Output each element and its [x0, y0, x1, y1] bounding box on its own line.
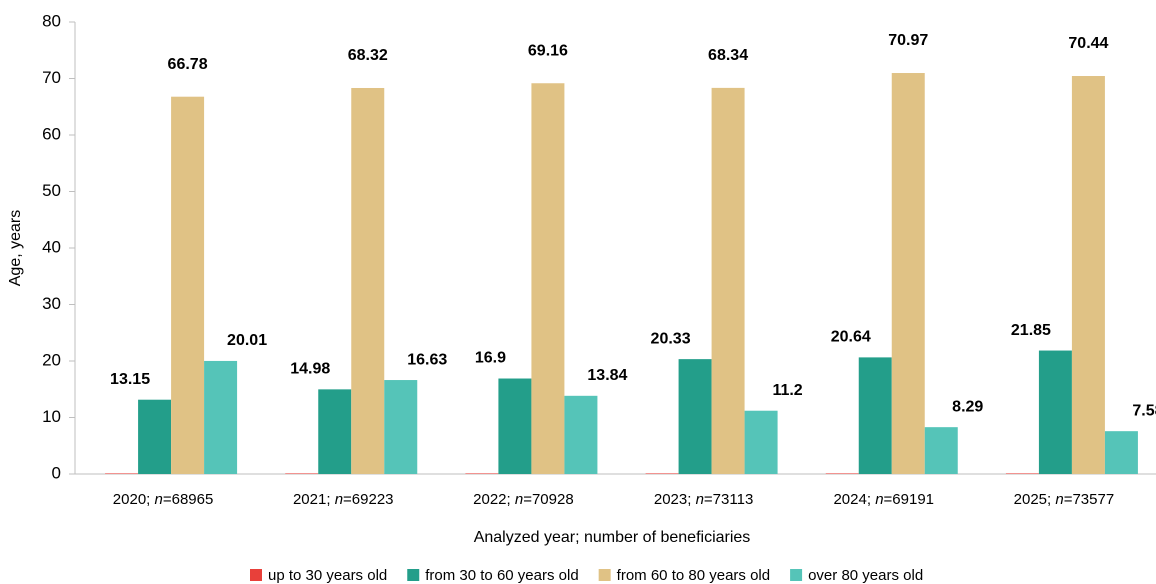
bar	[351, 87, 385, 474]
bar	[645, 473, 679, 474]
y-tick-label: 60	[42, 124, 61, 143]
bar	[204, 360, 238, 474]
legend-swatch	[250, 569, 262, 581]
bar	[924, 427, 958, 474]
legend-label: from 60 to 80 years old	[617, 567, 770, 584]
data-label: 69.16	[528, 42, 568, 59]
y-tick-label: 20	[42, 350, 61, 369]
x-tick-label: 2023; n=73113	[654, 491, 753, 508]
data-label: 13.84	[587, 367, 627, 384]
data-label: 11.2	[772, 382, 802, 399]
y-tick-label: 70	[42, 68, 61, 87]
bar	[531, 83, 565, 474]
data-label: 68.32	[348, 47, 388, 64]
bar	[825, 473, 859, 474]
data-label: 66.78	[168, 56, 208, 73]
data-label: 13.15	[110, 371, 150, 388]
data-label: 70.97	[888, 32, 928, 49]
x-tick-label: 2022; n=70928	[473, 491, 574, 508]
bar	[465, 473, 499, 474]
bar	[318, 389, 352, 474]
y-tick-label: 50	[42, 181, 61, 200]
bar	[1038, 350, 1072, 474]
bar	[744, 410, 778, 474]
x-tick-label: 2025; n=73577	[1014, 491, 1115, 508]
data-label: 20.33	[651, 330, 691, 347]
y-tick-label: 80	[42, 11, 61, 30]
data-label: 70.44	[1068, 35, 1108, 52]
legend-label: up to 30 years old	[268, 567, 387, 584]
data-label: 8.29	[952, 398, 983, 415]
bar	[1071, 76, 1105, 474]
bar	[285, 473, 319, 474]
y-tick-label: 30	[42, 294, 61, 313]
bar	[891, 73, 925, 474]
bar	[1005, 473, 1039, 474]
x-tick-label: 2021; n=69223	[293, 491, 394, 508]
x-tick-label: 2024; n=69191	[833, 491, 934, 508]
y-tick-label: 40	[42, 237, 61, 256]
legend-label: over 80 years old	[808, 567, 923, 584]
bar	[858, 357, 892, 474]
legend-swatch	[407, 569, 420, 581]
data-label: 14.98	[290, 361, 330, 378]
bar	[564, 395, 598, 474]
y-tick-label: 0	[52, 463, 61, 482]
legend-label: from 30 to 60 years old	[425, 567, 578, 584]
x-axis-title: Analyzed year; number of beneficiaries	[474, 529, 751, 546]
data-label: 20.64	[831, 329, 871, 346]
data-label: 20.01	[227, 332, 267, 349]
bar	[678, 359, 712, 474]
data-label: 7.58	[1132, 402, 1156, 419]
bar	[1104, 431, 1138, 474]
bar	[171, 96, 205, 475]
y-tick-label: 10	[42, 407, 61, 426]
bar	[711, 87, 745, 474]
bar	[384, 380, 418, 474]
y-axis-title: Age, years	[7, 210, 24, 286]
data-label: 16.9	[475, 350, 506, 367]
legend-swatch	[598, 569, 611, 581]
bar	[498, 378, 532, 474]
bar	[138, 399, 172, 474]
data-label: 68.34	[708, 47, 748, 64]
data-label: 21.85	[1011, 322, 1051, 339]
data-label: 16.63	[407, 351, 447, 368]
x-tick-label: 2020; n=68965	[113, 491, 214, 508]
legend-swatch	[790, 569, 803, 581]
bar	[105, 473, 139, 474]
